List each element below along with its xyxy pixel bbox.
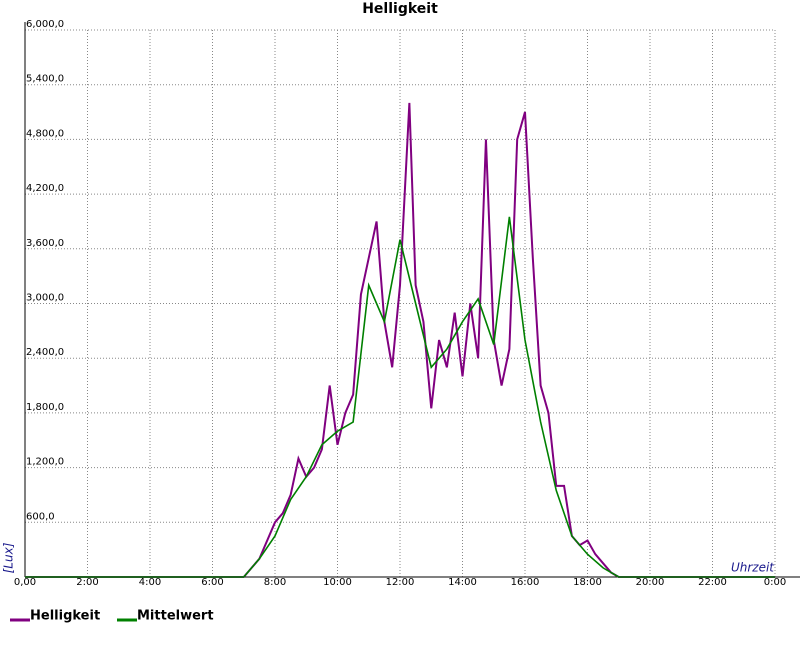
- x-tick-label: 4:00: [139, 577, 161, 588]
- x-tick-label: 8:00: [264, 577, 286, 588]
- y-axis-label: [Lux]: [2, 542, 16, 573]
- y-tick-label: 4,800,0: [26, 128, 64, 139]
- x-tick-label: 22:00: [698, 577, 727, 588]
- x-tick-label: 6:00: [201, 577, 223, 588]
- line-series: [25, 216, 775, 578]
- y-tick-label: 600,0: [26, 511, 55, 522]
- y-tick-label: 3,000,0: [26, 293, 64, 304]
- x-tick-label: 16:00: [511, 577, 540, 588]
- chart-title: Helligkeit: [362, 1, 438, 17]
- legend-label: Mittelwert: [137, 609, 214, 624]
- x-tick-label: 2:00: [76, 577, 98, 588]
- y-tick-label: 1,800,0: [26, 402, 64, 413]
- x-tick-label: 0:00: [764, 577, 786, 588]
- x-tick-label: 10:00: [323, 577, 352, 588]
- x-axis-label: Uhrzeit: [731, 561, 775, 575]
- y-tick-label: 2,400,0: [26, 347, 64, 358]
- line-series: [25, 102, 775, 578]
- y-tick-label: 3,600,0: [26, 238, 64, 249]
- y-tick-label: 6,000,0: [26, 19, 64, 30]
- legend-label: Helligkeit: [30, 609, 100, 624]
- x-tick-label: 0,00: [14, 577, 36, 588]
- x-tick-label: 20:00: [636, 577, 665, 588]
- y-tick-label: 4,200,0: [26, 183, 64, 194]
- x-tick-label: 12:00: [386, 577, 415, 588]
- x-tick-label: 18:00: [573, 577, 602, 588]
- y-tick-label: 1,200,0: [26, 457, 64, 468]
- y-tick-label: 5,400,0: [26, 74, 64, 85]
- x-tick-label: 14:00: [448, 577, 477, 588]
